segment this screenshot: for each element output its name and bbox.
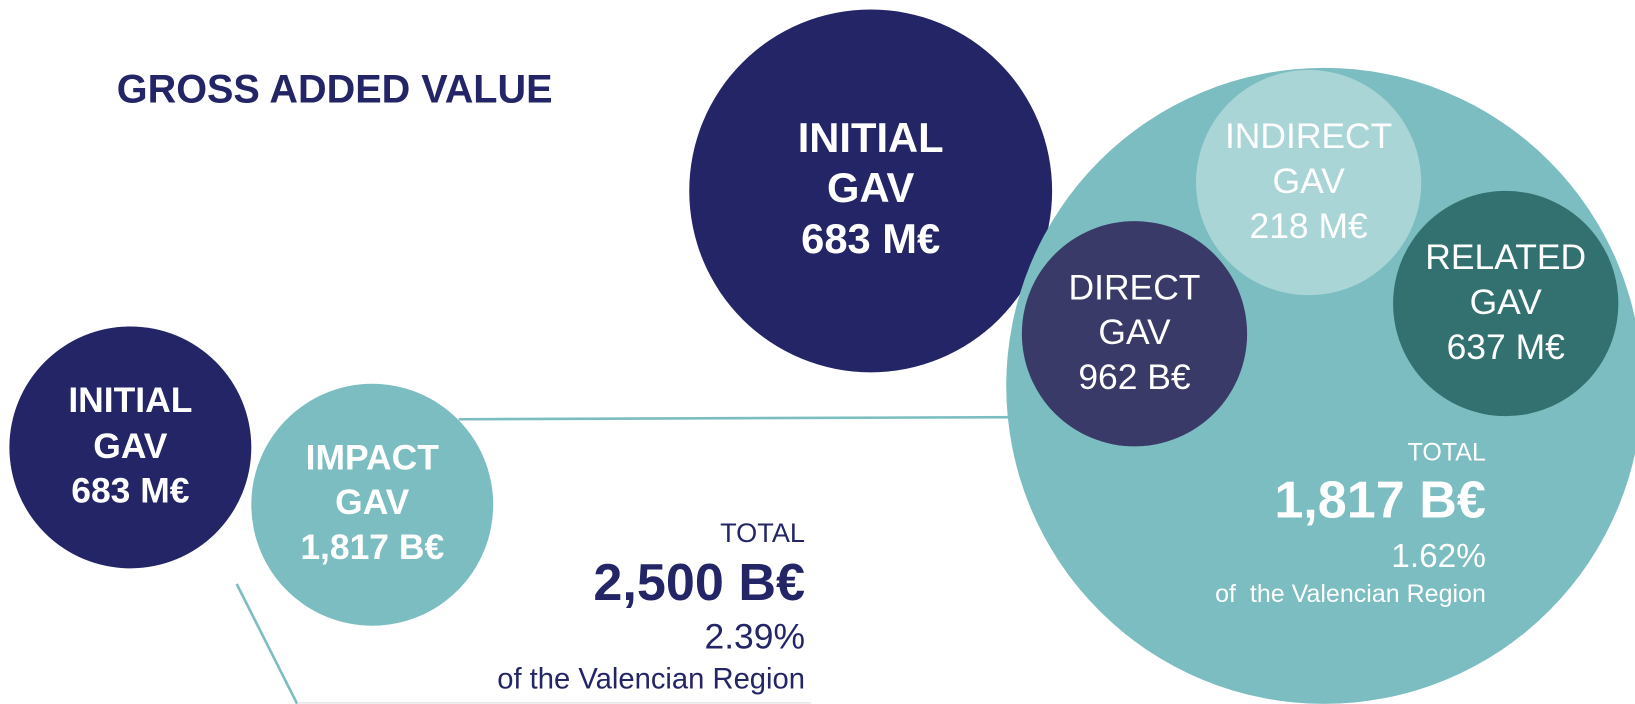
label: GAV bbox=[93, 426, 168, 466]
label: GAV bbox=[1098, 312, 1171, 352]
share: 2.39% bbox=[705, 617, 805, 657]
total-value: 2,500 B€ bbox=[593, 554, 805, 612]
label: GAV bbox=[827, 164, 914, 211]
value: 683 M€ bbox=[71, 471, 189, 511]
label: DIRECT bbox=[1069, 267, 1201, 307]
value: 218 M€ bbox=[1250, 206, 1368, 246]
total-value: 1,817 B€ bbox=[1274, 471, 1486, 529]
impact-circle bbox=[251, 383, 494, 626]
value: 1,817 B€ bbox=[300, 527, 444, 567]
label: INITIAL bbox=[798, 114, 944, 161]
initial-circle bbox=[9, 326, 252, 569]
connector bbox=[235, 583, 299, 704]
initial-circle bbox=[689, 9, 1053, 373]
label: GAV bbox=[1273, 161, 1346, 201]
label: INITIAL bbox=[68, 380, 192, 420]
total-label: TOTAL bbox=[720, 517, 805, 548]
note: of the Valencian Region bbox=[1215, 580, 1486, 608]
connector bbox=[458, 415, 1012, 421]
label: GAV bbox=[1470, 282, 1543, 322]
label: IMPACT bbox=[306, 437, 440, 477]
total-label: TOTAL bbox=[1408, 438, 1486, 466]
value: 962 B€ bbox=[1078, 357, 1191, 397]
related-circle bbox=[1393, 190, 1619, 417]
share: 1.62% bbox=[1391, 538, 1486, 575]
label: GAV bbox=[335, 482, 410, 522]
label: RELATED bbox=[1425, 237, 1586, 277]
indirect-circle bbox=[1196, 69, 1422, 296]
direct-circle bbox=[1021, 221, 1248, 447]
title: GROSS ADDED VALUE bbox=[117, 67, 553, 111]
label: INDIRECT bbox=[1225, 116, 1392, 156]
value: 637 M€ bbox=[1447, 327, 1565, 367]
note: of the Valencian Region bbox=[497, 664, 805, 696]
value: 683 M€ bbox=[801, 215, 940, 262]
